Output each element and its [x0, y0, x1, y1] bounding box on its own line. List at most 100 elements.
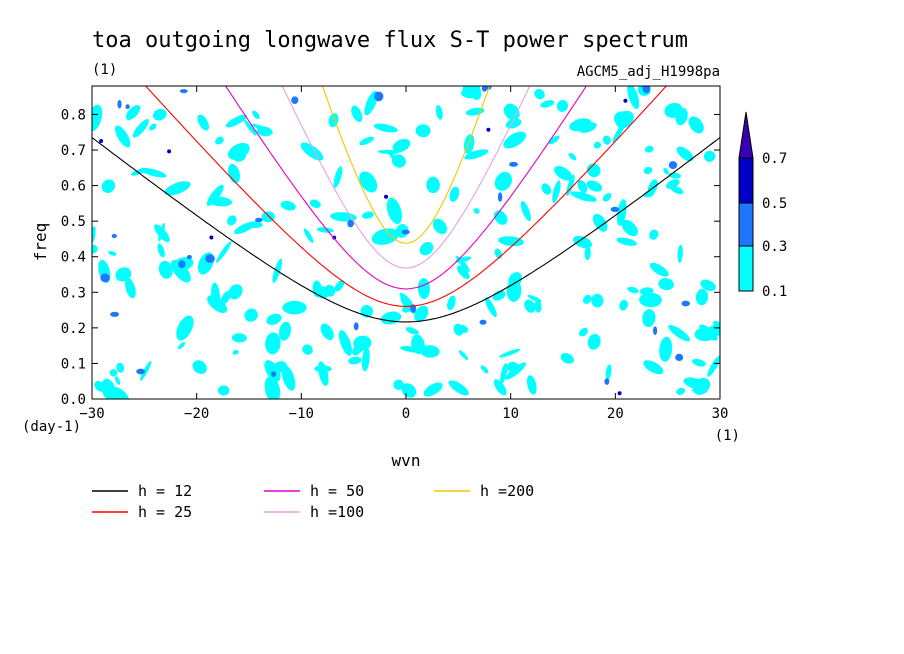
contour-patch: [318, 361, 329, 386]
contour-patch: [197, 252, 214, 275]
contour-patch: [393, 379, 404, 390]
contour-patch: [668, 325, 691, 342]
contour-patch: [164, 181, 191, 196]
contour-patch: [415, 124, 431, 138]
y-tick-label: 0.8: [61, 107, 86, 123]
contour-patch: [417, 278, 430, 299]
contour-patch: [401, 383, 417, 398]
contour-patch-mid: [117, 99, 122, 109]
contour-patch: [115, 267, 132, 282]
contour-patch: [300, 142, 324, 161]
contour-patch: [700, 279, 716, 291]
contour-patch: [586, 163, 601, 178]
contour-patch: [314, 365, 332, 373]
contour-patch-mid: [271, 371, 277, 377]
contour-patch: [570, 191, 597, 202]
contour-patch-mid: [125, 104, 130, 110]
contour-patch: [197, 114, 210, 131]
contour-patch: [503, 103, 520, 121]
contour-patch: [426, 176, 440, 194]
contour-patch-mid: [610, 206, 620, 212]
contour-patch: [401, 306, 410, 313]
legend-label: h = 50: [310, 482, 364, 500]
contour-patch: [228, 284, 243, 300]
x-tick-label: −20: [184, 406, 209, 422]
colorbar-arrow: [738, 111, 754, 159]
contour-patch-high: [99, 139, 104, 143]
contour-patch: [462, 86, 480, 97]
contour-patch: [647, 179, 658, 195]
contour-patch: [480, 365, 489, 374]
contour-patch-mid: [111, 233, 117, 239]
contour-patch: [616, 237, 637, 246]
x-axis-ticks: −30 −20 −10 0 10 20 30: [79, 86, 728, 422]
contour-patch: [92, 226, 96, 243]
contour-patch: [627, 286, 639, 294]
contour-patch-mid: [604, 378, 610, 385]
contour-patch: [324, 284, 336, 297]
contour-patch: [231, 333, 247, 343]
colorbar-segment: [738, 245, 754, 292]
contour-patch: [677, 244, 683, 263]
contour-patch: [540, 100, 555, 108]
contour-patch-mid: [653, 326, 658, 336]
contour-patch: [473, 208, 480, 214]
contour-patch: [492, 290, 506, 301]
contour-patch: [215, 241, 232, 263]
contour-patch: [534, 299, 542, 313]
y-tick-label: 0.4: [61, 250, 86, 266]
legend-label: h =100: [310, 503, 364, 521]
contour-patch: [423, 382, 443, 397]
colorbar-level-label: 0.7: [762, 151, 787, 167]
dispersion-curves: [92, 86, 720, 323]
x-axis-label: wvn: [392, 451, 421, 470]
x-axis-unit: (1): [715, 428, 740, 444]
contour-patch: [108, 250, 117, 256]
contour-patch: [627, 86, 640, 110]
contour-patch: [208, 196, 233, 207]
contour-patch: [115, 376, 121, 385]
contour-patch: [712, 321, 720, 329]
contour-patch: [280, 200, 296, 211]
chart-subtitle-right: AGCM5_adj_H1998pa: [577, 64, 720, 80]
colorbar-level-label: 0.1: [762, 284, 787, 300]
contour-patch: [420, 345, 440, 358]
y-tick-label: 0.6: [61, 179, 86, 195]
contour-patch: [328, 113, 339, 128]
contour-patch: [621, 219, 638, 237]
contour-patch: [659, 336, 673, 362]
contour-patch: [140, 167, 167, 178]
y-tick-label: 0.2: [61, 321, 86, 337]
contour-patch: [615, 110, 634, 129]
contour-patch: [361, 347, 370, 372]
legend: h = 12 h = 25 h = 50 h =100 h =200: [92, 482, 534, 521]
contour-patch: [527, 294, 542, 303]
contour-patch: [602, 193, 612, 202]
contour-patch: [386, 197, 403, 225]
x-tick-label: 30: [712, 406, 729, 422]
legend-label: h = 25: [138, 503, 192, 521]
contour-patch-mid: [353, 322, 359, 331]
contour-patch-mid: [136, 368, 146, 375]
contour-patch: [116, 362, 125, 373]
contour-patch: [591, 293, 604, 308]
contour-patch: [371, 228, 399, 245]
contour-patch: [399, 292, 413, 307]
contour-patch: [499, 348, 521, 358]
contour-patch: [101, 378, 116, 399]
contour-patch: [688, 116, 704, 134]
colorbar-level-label: 0.5: [762, 196, 787, 212]
contour-patch: [447, 295, 456, 311]
contour-patch: [220, 290, 232, 305]
contour-patch-mid: [484, 86, 492, 90]
dispersion-curve-h50: [224, 86, 587, 290]
contour-patch: [498, 236, 524, 247]
contour-patch: [548, 135, 560, 145]
contour-patch: [676, 146, 694, 162]
contour-patch: [125, 278, 136, 299]
contour-patch: [217, 385, 230, 396]
contour-patch-mid: [681, 300, 690, 307]
contour-patch: [707, 355, 720, 377]
contour-patch: [405, 327, 419, 335]
